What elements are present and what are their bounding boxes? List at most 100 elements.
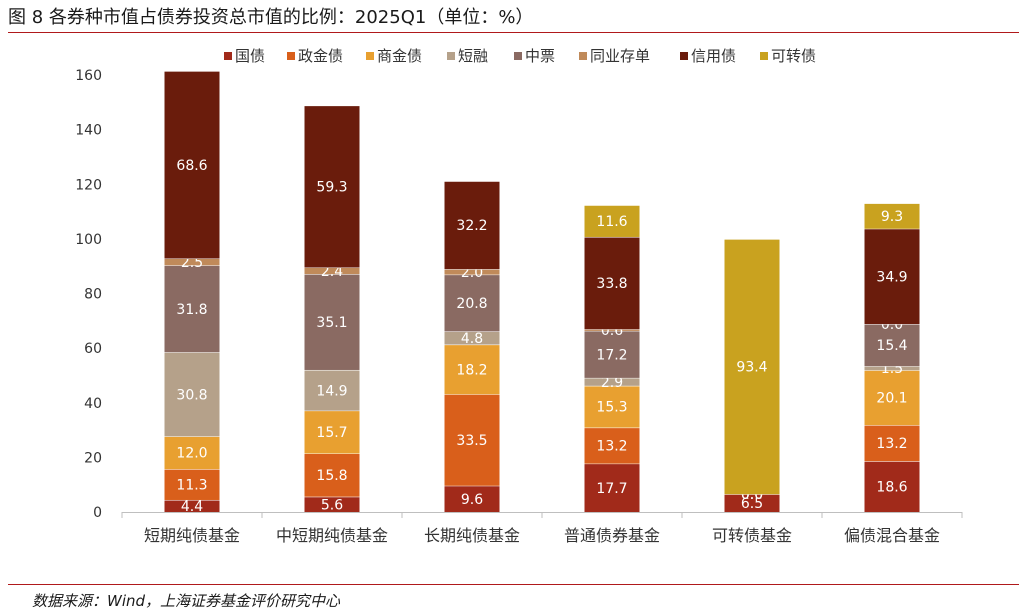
bar-segment [864,366,920,371]
legend-label: 商金债 [377,47,422,65]
x-category-label: 短期纯债基金 [144,526,240,545]
data-label: 2.4 [321,264,343,280]
bar-segment [724,239,780,495]
legend-swatch [447,52,455,60]
data-label: 20.1 [876,391,907,407]
bar-segment [304,105,360,268]
data-label: 11.6 [596,214,627,230]
bar-segment [444,274,500,332]
legend-swatch [366,52,374,60]
data-label: 15.3 [596,400,627,416]
legend-label: 国债 [235,47,265,65]
x-category-label: 可转债基金 [712,526,792,545]
data-label: 20.8 [456,296,487,312]
bar-segment [444,485,500,512]
y-tick-label: 0 [93,505,102,521]
bar-segment [164,265,220,353]
legend-swatch [224,52,232,60]
bar-segment [864,324,920,367]
bar-segment [444,181,500,270]
x-category-label: 普通债券基金 [564,526,660,545]
data-label: 2.9 [601,375,623,391]
bar-segment [584,463,640,512]
data-label: 31.8 [176,302,207,318]
data-label: 17.2 [596,347,627,363]
bar-segment [864,228,920,325]
bar-segment [164,436,220,470]
data-label: 35.1 [316,315,347,331]
legend-label: 可转债 [771,47,816,65]
bar-segment [304,274,360,370]
data-label: 4.8 [461,331,483,347]
bar-segment [304,369,360,411]
bar-segment [864,203,920,229]
y-tick-label: 60 [84,341,102,357]
legend-swatch [760,52,768,60]
data-label: 11.3 [176,478,207,494]
bar-segment [444,344,500,395]
stacked-bar-chart: 国债 政金债 商金债 短融 中票 同业存单 信用债 可转债 0 20 40 60 80 100 120 14… [75,47,963,545]
data-label: 13.2 [596,439,627,455]
bar-segment [444,394,500,486]
chart-title: 图 8 各券种市值占债券投资总市值的比例：2025Q1（单位：%） [8,7,534,28]
data-label: 33.8 [596,276,627,292]
legend-swatch [514,52,522,60]
data-label: 18.2 [456,362,487,378]
data-label: 9.3 [881,209,903,225]
y-tick-label: 100 [75,232,102,248]
bar-segment [584,330,640,378]
source-note: 数据来源：Wind，上海证券基金评价研究中心 [32,592,341,610]
bar-segment [724,494,780,512]
data-label: 34.9 [876,269,907,285]
y-tick-label: 120 [75,177,102,193]
x-category-label: 偏债混合基金 [844,526,940,545]
bar-segment [584,329,640,331]
legend-label: 政金债 [298,47,343,65]
bottom-rule [8,584,1019,585]
data-label: 15.8 [316,468,347,484]
data-label: 15.7 [316,425,347,441]
bar-segment [444,331,500,345]
bar-segment [164,469,220,500]
data-label: 59.3 [316,180,347,196]
legend-label: 短融 [458,47,488,65]
legend-label: 信用债 [691,47,736,65]
bar-segment [304,267,360,275]
data-label: 5.6 [321,497,343,513]
data-label: 9.6 [461,492,483,508]
bar-segment [584,385,640,428]
legend: 国债 政金债 商金债 短融 中票 同业存单 信用债 可转债 [224,47,816,65]
data-label: 93.4 [736,360,767,376]
data-label: 32.2 [456,218,487,234]
data-label: 4.4 [181,499,203,515]
data-label: 15.4 [876,338,907,354]
data-label: 68.6 [176,158,207,174]
x-category-label: 中短期纯债基金 [276,526,388,545]
legend-swatch [579,52,587,60]
y-tick-label: 140 [75,123,102,139]
bar-segment [304,453,360,497]
data-label: 30.8 [176,387,207,403]
legend-label: 中票 [525,47,555,65]
legend-swatch [287,52,295,60]
bar-segment [864,461,920,512]
data-label: 17.7 [596,481,627,497]
bar-segment [164,499,220,512]
bar-segment [584,205,640,237]
bar-segment [304,496,360,512]
bar-segment [584,427,640,464]
legend-label: 同业存单 [590,47,650,65]
x-category-label: 长期纯债基金 [424,526,520,545]
bars: 4.4 11.3 12.0 30.8 31.8 2.5 68.6 5.6 15.8 15.7 14.… [164,70,920,515]
data-label: 6.5 [741,496,763,512]
data-label: 18.6 [876,480,907,496]
y-tick-label: 160 [75,68,102,84]
x-axis: 短期纯债基金 中短期纯债基金 长期纯债基金 普通债券基金 可转债基金 偏债混合基金 [121,512,963,545]
data-label: 14.9 [316,383,347,399]
y-axis: 0 20 40 60 80 100 120 140 160 [75,68,102,521]
y-tick-label: 80 [84,287,102,303]
bar-segment [164,71,220,259]
bar-segment [584,377,640,386]
bar-segment [304,410,360,454]
data-label: 12.0 [176,446,207,462]
